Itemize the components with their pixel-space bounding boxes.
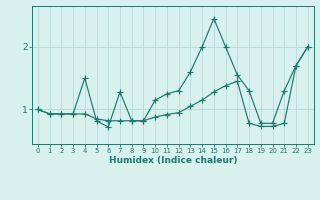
X-axis label: Humidex (Indice chaleur): Humidex (Indice chaleur) (108, 156, 237, 165)
